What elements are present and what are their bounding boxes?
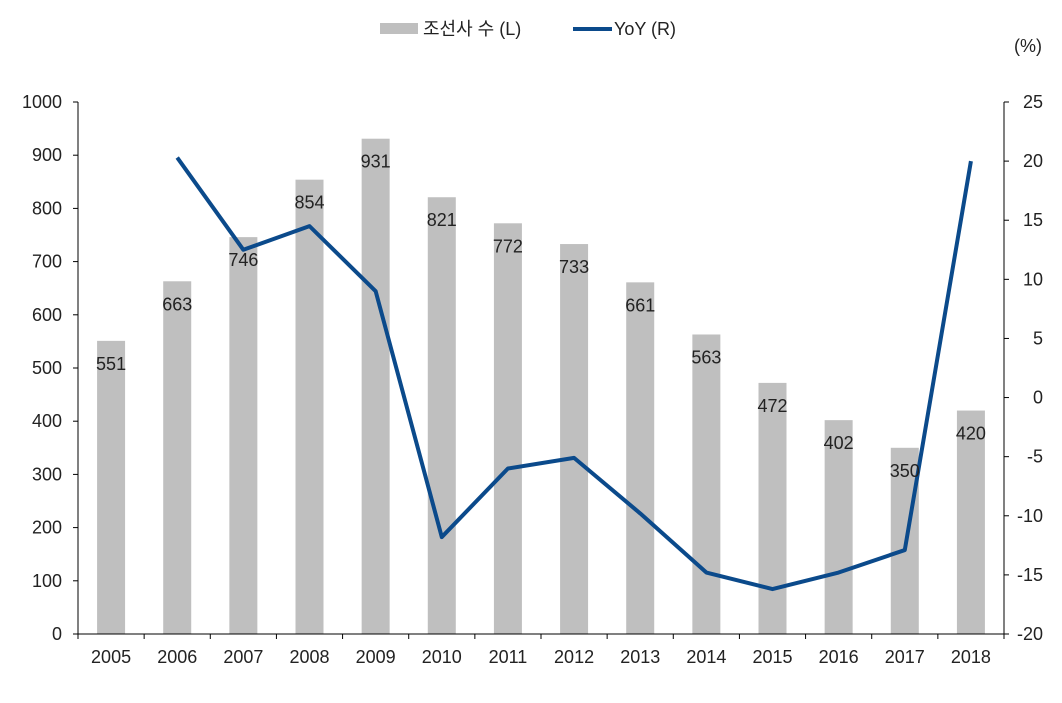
x-tick-label: 2006 xyxy=(157,647,197,667)
bar-data-label: 854 xyxy=(294,193,324,213)
x-tick-label: 2018 xyxy=(951,647,991,667)
x-tick-label: 2017 xyxy=(885,647,925,667)
right-tick-label: -15 xyxy=(1017,565,1043,585)
bar-2012 xyxy=(560,244,589,634)
left-tick-label: 300 xyxy=(32,464,62,484)
left-tick-label: 1000 xyxy=(22,92,62,112)
bar-data-label: 563 xyxy=(691,347,721,367)
right-tick-label: 5 xyxy=(1033,328,1043,348)
bar-2007 xyxy=(229,237,258,635)
bar-2006 xyxy=(163,281,192,634)
x-tick-label: 2016 xyxy=(819,647,859,667)
bar-2010 xyxy=(427,197,456,634)
legend-label-bar: 조선사 수 (L) xyxy=(423,19,521,39)
bar-2005 xyxy=(97,340,126,634)
left-tick-label: 100 xyxy=(32,571,62,591)
right-tick-label: -5 xyxy=(1027,447,1043,467)
left-tick-label: 200 xyxy=(32,518,62,538)
bar-data-label: 931 xyxy=(361,152,391,172)
x-tick-label: 2015 xyxy=(752,647,792,667)
legend-swatch-bar xyxy=(380,23,418,34)
bar-data-label: 402 xyxy=(824,433,854,453)
bar-2015 xyxy=(758,382,787,634)
bar-data-label: 661 xyxy=(625,295,655,315)
bar-data-label: 821 xyxy=(427,210,457,230)
bar-2014 xyxy=(692,334,721,634)
left-tick-label: 600 xyxy=(32,305,62,325)
right-tick-label: 25 xyxy=(1023,92,1043,112)
right-tick-label: 20 xyxy=(1023,151,1043,171)
bar-2018 xyxy=(956,410,985,634)
x-tick-label: 2008 xyxy=(289,647,329,667)
right-axis-unit: (%) xyxy=(1014,36,1042,56)
bar-data-label: 663 xyxy=(162,294,192,314)
bar-data-label: 350 xyxy=(890,461,920,481)
left-tick-label: 400 xyxy=(32,411,62,431)
bar-2013 xyxy=(626,282,655,634)
bar-2008 xyxy=(295,179,324,634)
x-tick-label: 2010 xyxy=(422,647,462,667)
bar-data-label: 746 xyxy=(228,250,258,270)
x-tick-label: 2011 xyxy=(489,647,528,667)
bar-2011 xyxy=(493,223,522,634)
right-tick-label: 0 xyxy=(1033,388,1043,408)
legend-label-line: YoY (R) xyxy=(614,19,676,39)
x-tick-label: 2005 xyxy=(91,647,131,667)
x-tick-label: 2007 xyxy=(223,647,263,667)
x-tick-label: 2012 xyxy=(554,647,594,667)
right-tick-label: -20 xyxy=(1017,624,1043,644)
left-tick-label: 900 xyxy=(32,145,62,165)
x-tick-label: 2013 xyxy=(620,647,660,667)
left-tick-label: 0 xyxy=(52,624,62,644)
bar-data-label: 472 xyxy=(757,396,787,416)
bar-2016 xyxy=(824,420,853,634)
left-tick-label: 500 xyxy=(32,358,62,378)
right-tick-label: 10 xyxy=(1023,269,1043,289)
bar-data-label: 551 xyxy=(96,354,126,374)
left-tick-label: 700 xyxy=(32,252,62,272)
right-tick-label: -10 xyxy=(1017,506,1043,526)
right-tick-label: 15 xyxy=(1023,210,1043,230)
bar-2009 xyxy=(361,138,390,634)
left-tick-label: 800 xyxy=(32,198,62,218)
bar-data-label: 420 xyxy=(956,424,986,444)
bar-data-label: 733 xyxy=(559,257,589,277)
x-tick-label: 2014 xyxy=(686,647,726,667)
bar-data-label: 772 xyxy=(493,236,523,256)
x-tick-label: 2009 xyxy=(356,647,396,667)
